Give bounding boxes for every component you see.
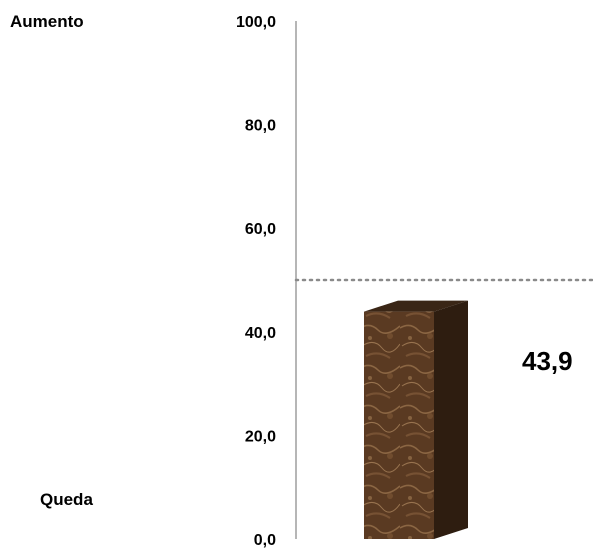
y-tick-label: 20,0 [245,428,276,445]
bar [364,311,434,539]
bar-top-face [364,300,468,312]
decrease-label: Queda [40,490,93,509]
y-tick-label: 60,0 [245,221,276,238]
y-tick-label: 40,0 [245,325,276,342]
increase-label: Aumento [10,12,84,31]
y-tick-label: 0,0 [254,532,276,549]
y-tick-label: 100,0 [236,14,276,31]
bar-value-label: 43,9 [522,346,573,376]
y-tick-label: 80,0 [245,118,276,135]
bar-side-face [434,300,468,539]
